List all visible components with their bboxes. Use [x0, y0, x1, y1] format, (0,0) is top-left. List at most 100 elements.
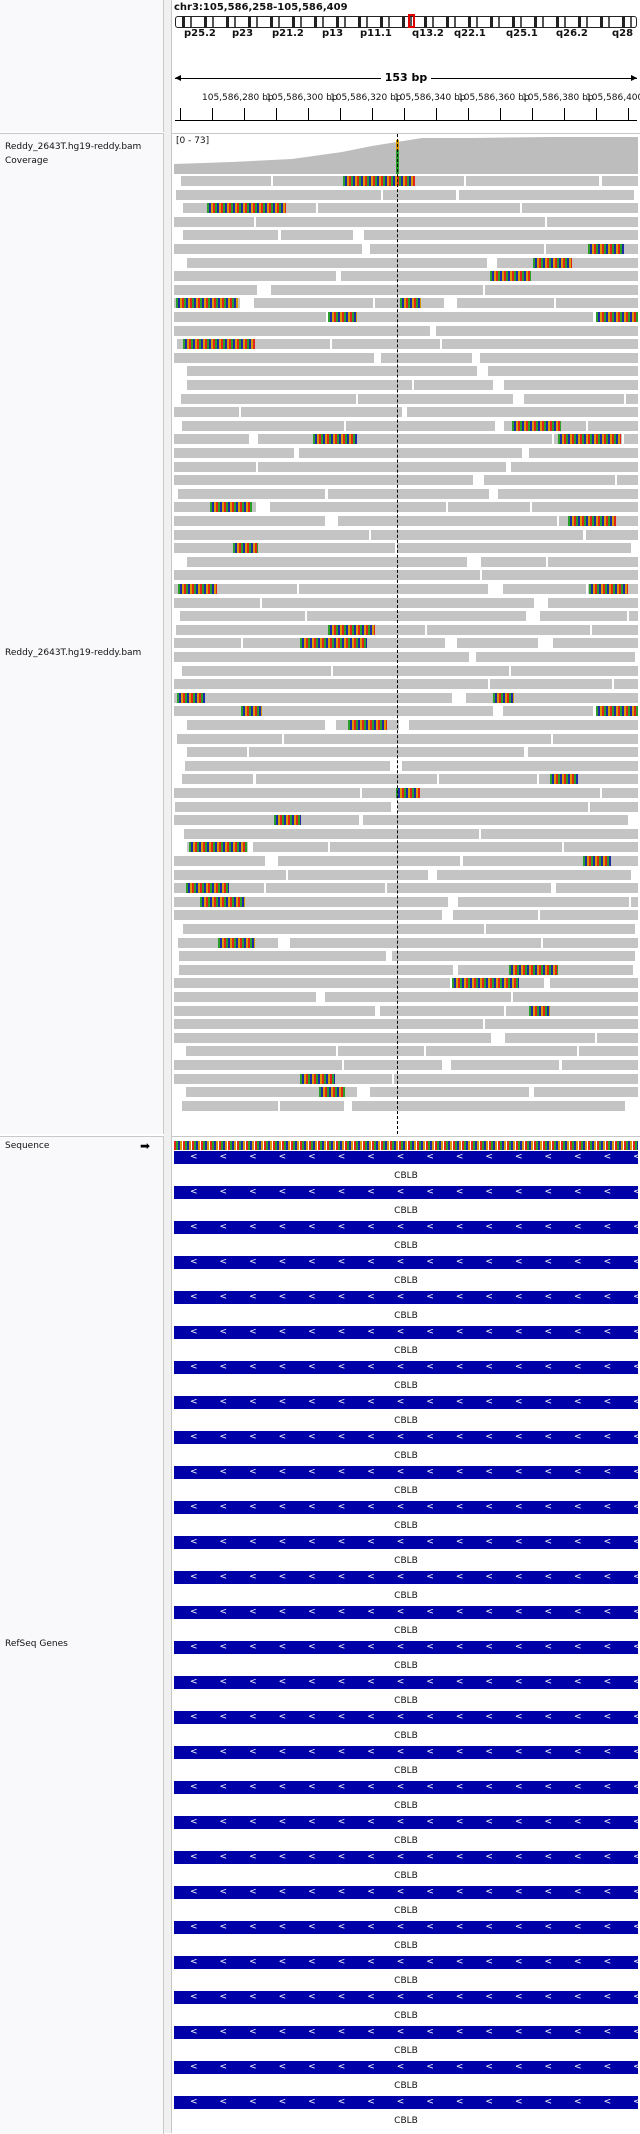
- aligned-read[interactable]: [522, 203, 638, 214]
- aligned-read[interactable]: [548, 556, 638, 567]
- coverage-track-label[interactable]: Reddy_2643T.hg19-reddy.bam Coverage: [5, 142, 142, 166]
- gene-feature[interactable]: <<<<<<<<<<<<<<<<<<<<<<<<<<<<<<<<<<<<<<<<…: [172, 2026, 640, 2061]
- aligned-read[interactable]: [333, 665, 509, 676]
- gene-exon-bar[interactable]: <<<<<<<<<<<<<<<<<<<<<<<<<<<<<<<<<<<<<<<<…: [174, 1676, 638, 1689]
- aligned-read[interactable]: [288, 869, 428, 880]
- aligned-read[interactable]: [457, 298, 554, 309]
- aligned-read[interactable]: [182, 774, 253, 785]
- aligned-read[interactable]: [486, 924, 635, 934]
- aligned-read[interactable]: [266, 883, 385, 894]
- aligned-read[interactable]: [602, 788, 638, 798]
- aligned-read[interactable]: [270, 502, 446, 513]
- aligned-read[interactable]: [503, 706, 593, 717]
- aligned-read[interactable]: [513, 992, 638, 1002]
- aligned-read[interactable]: [631, 896, 638, 907]
- gene-exon-bar[interactable]: <<<<<<<<<<<<<<<<<<<<<<<<<<<<<<<<<<<<<<<<…: [174, 2026, 638, 2039]
- aligned-read[interactable]: [182, 420, 344, 431]
- gene-exon-bar[interactable]: <<<<<<<<<<<<<<<<<<<<<<<<<<<<<<<<<<<<<<<<…: [174, 1571, 638, 1584]
- gene-exon-bar[interactable]: <<<<<<<<<<<<<<<<<<<<<<<<<<<<<<<<<<<<<<<<…: [174, 1711, 638, 1724]
- aligned-read[interactable]: [506, 1005, 638, 1016]
- aligned-read[interactable]: [174, 869, 286, 880]
- gene-feature[interactable]: <<<<<<<<<<<<<<<<<<<<<<<<<<<<<<<<<<<<<<<<…: [172, 1711, 640, 1746]
- gene-feature[interactable]: <<<<<<<<<<<<<<<<<<<<<<<<<<<<<<<<<<<<<<<<…: [172, 1921, 640, 1956]
- aligned-read[interactable]: [262, 597, 534, 608]
- aligned-read[interactable]: [174, 597, 260, 608]
- aligned-read[interactable]: [554, 434, 622, 445]
- aligned-read[interactable]: [174, 516, 325, 526]
- aligned-read[interactable]: [174, 434, 249, 445]
- aligned-read[interactable]: [174, 271, 336, 282]
- gene-exon-bar[interactable]: <<<<<<<<<<<<<<<<<<<<<<<<<<<<<<<<<<<<<<<<…: [174, 1991, 638, 2004]
- aligned-read[interactable]: [174, 216, 254, 227]
- aligned-read[interactable]: [187, 720, 325, 730]
- aligned-read[interactable]: [174, 461, 256, 472]
- aligned-read[interactable]: [178, 488, 325, 499]
- gene-exon-bar[interactable]: <<<<<<<<<<<<<<<<<<<<<<<<<<<<<<<<<<<<<<<<…: [174, 1431, 638, 1444]
- aligned-read[interactable]: [256, 774, 437, 785]
- chromosome-ideogram[interactable]: [175, 16, 637, 28]
- aligned-read[interactable]: [175, 801, 391, 812]
- gene-feature[interactable]: <<<<<<<<<<<<<<<<<<<<<<<<<<<<<<<<<<<<<<<<…: [172, 1606, 640, 1641]
- aligned-read[interactable]: [187, 366, 477, 377]
- aligned-read[interactable]: [381, 352, 472, 363]
- alignment-panel[interactable]: [0 - 73]: [172, 133, 640, 1134]
- aligned-read[interactable]: [186, 1046, 336, 1057]
- gene-exon-bar[interactable]: <<<<<<<<<<<<<<<<<<<<<<<<<<<<<<<<<<<<<<<<…: [174, 1606, 638, 1619]
- aligned-read[interactable]: [463, 856, 638, 866]
- aligned-read[interactable]: [532, 502, 638, 513]
- aligned-read[interactable]: [375, 298, 444, 309]
- aligned-read[interactable]: [363, 815, 628, 826]
- gene-feature[interactable]: <<<<<<<<<<<<<<<<<<<<<<<<<<<<<<<<<<<<<<<<…: [172, 1746, 640, 1781]
- aligned-read[interactable]: [177, 733, 282, 744]
- aligned-read[interactable]: [481, 556, 546, 567]
- aligned-read[interactable]: [562, 1060, 638, 1070]
- aligned-read[interactable]: [174, 352, 374, 363]
- aligned-read[interactable]: [254, 298, 373, 309]
- gene-feature[interactable]: <<<<<<<<<<<<<<<<<<<<<<<<<<<<<<<<<<<<<<<<…: [172, 2061, 640, 2096]
- gene-exon-bar[interactable]: <<<<<<<<<<<<<<<<<<<<<<<<<<<<<<<<<<<<<<<<…: [174, 1746, 638, 1759]
- aligned-read[interactable]: [539, 774, 638, 785]
- aligned-read[interactable]: [488, 366, 638, 377]
- aligned-read[interactable]: [256, 216, 545, 227]
- aligned-read[interactable]: [590, 801, 638, 812]
- aligned-read[interactable]: [174, 312, 326, 322]
- aligned-read[interactable]: [174, 570, 480, 581]
- aligned-read[interactable]: [559, 516, 638, 526]
- aligned-read[interactable]: [174, 706, 493, 717]
- sequence-track-label[interactable]: Sequence: [5, 1141, 50, 1151]
- gene-feature[interactable]: <<<<<<<<<<<<<<<<<<<<<<<<<<<<<<<<<<<<<<<<…: [172, 2096, 640, 2131]
- aligned-read[interactable]: [556, 883, 638, 894]
- gene-exon-bar[interactable]: <<<<<<<<<<<<<<<<<<<<<<<<<<<<<<<<<<<<<<<<…: [174, 1151, 638, 1164]
- aligned-read[interactable]: [485, 1019, 638, 1030]
- aligned-read[interactable]: [176, 624, 425, 635]
- aligned-read[interactable]: [482, 570, 638, 581]
- aligned-read[interactable]: [383, 189, 456, 200]
- aligned-read[interactable]: [174, 896, 448, 907]
- gene-feature[interactable]: <<<<<<<<<<<<<<<<<<<<<<<<<<<<<<<<<<<<<<<<…: [172, 1571, 640, 1606]
- gene-exon-bar[interactable]: <<<<<<<<<<<<<<<<<<<<<<<<<<<<<<<<<<<<<<<<…: [174, 2096, 638, 2109]
- aligned-read[interactable]: [174, 679, 488, 690]
- aligned-read[interactable]: [550, 978, 638, 989]
- aligned-read[interactable]: [179, 951, 386, 962]
- aligned-read[interactable]: [484, 475, 615, 486]
- gene-exon-bar[interactable]: <<<<<<<<<<<<<<<<<<<<<<<<<<<<<<<<<<<<<<<<…: [174, 1781, 638, 1794]
- reference-sequence[interactable]: [174, 1141, 638, 1150]
- aligned-read[interactable]: [370, 1087, 529, 1098]
- aligned-read[interactable]: [174, 543, 395, 554]
- aligned-read[interactable]: [174, 325, 430, 336]
- gene-exon-bar[interactable]: <<<<<<<<<<<<<<<<<<<<<<<<<<<<<<<<<<<<<<<<…: [174, 1361, 638, 1374]
- aligned-read[interactable]: [586, 529, 638, 540]
- aligned-read[interactable]: [564, 842, 638, 853]
- aligned-read[interactable]: [341, 271, 638, 282]
- aligned-read[interactable]: [414, 380, 493, 390]
- aligned-read[interactable]: [498, 488, 638, 499]
- aligned-read[interactable]: [614, 679, 638, 690]
- aligned-read[interactable]: [299, 584, 488, 594]
- aligned-read[interactable]: [258, 461, 506, 472]
- aligned-read[interactable]: [174, 638, 241, 649]
- aligned-read[interactable]: [183, 924, 484, 934]
- aligned-read[interactable]: [481, 828, 638, 839]
- aligned-read[interactable]: [553, 733, 638, 744]
- gene-exon-bar[interactable]: <<<<<<<<<<<<<<<<<<<<<<<<<<<<<<<<<<<<<<<<…: [174, 1256, 638, 1269]
- aligned-read[interactable]: [556, 298, 638, 309]
